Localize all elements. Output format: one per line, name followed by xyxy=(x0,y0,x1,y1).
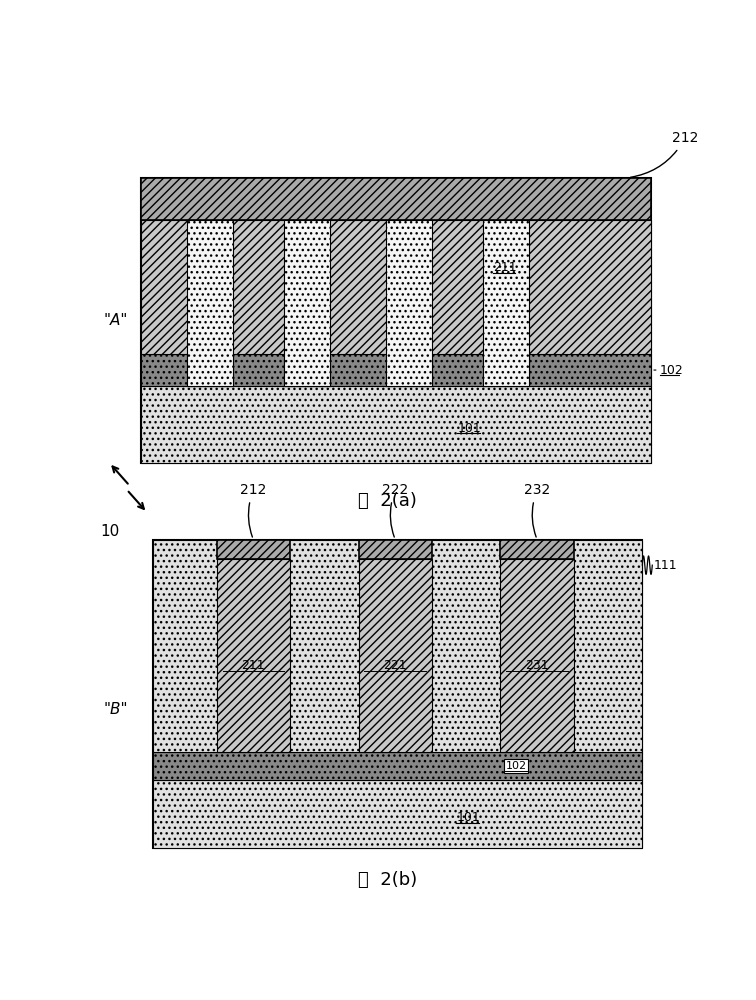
Bar xyxy=(386,220,432,386)
Bar xyxy=(483,220,528,386)
Bar xyxy=(358,559,432,752)
Text: "B": "B" xyxy=(104,702,128,717)
Bar xyxy=(187,220,233,386)
Bar xyxy=(483,354,528,386)
Text: 221: 221 xyxy=(383,659,407,672)
Text: 222: 222 xyxy=(382,483,408,537)
Text: 232: 232 xyxy=(524,483,550,537)
Text: 102: 102 xyxy=(660,364,683,377)
Text: 212: 212 xyxy=(240,483,267,537)
Bar xyxy=(141,354,651,386)
Bar xyxy=(217,540,290,559)
Bar xyxy=(141,386,651,463)
Bar xyxy=(153,780,643,848)
Bar xyxy=(284,354,330,386)
Text: "A": "A" xyxy=(104,313,128,328)
Text: 101: 101 xyxy=(457,811,480,824)
Bar xyxy=(141,178,651,463)
Bar xyxy=(500,540,574,559)
Text: 211: 211 xyxy=(242,659,265,672)
Bar xyxy=(500,559,574,752)
Bar xyxy=(153,752,643,780)
Bar xyxy=(141,178,651,220)
Text: 图  2(a): 图 2(a) xyxy=(358,492,417,510)
Text: 212: 212 xyxy=(631,131,698,177)
Bar xyxy=(153,540,643,848)
Bar xyxy=(153,540,643,752)
Text: 101: 101 xyxy=(457,422,481,435)
Text: 231: 231 xyxy=(525,659,549,672)
Bar xyxy=(187,354,233,386)
Bar xyxy=(217,559,290,752)
Text: 10: 10 xyxy=(101,524,119,539)
Text: 图  2(b): 图 2(b) xyxy=(358,871,417,889)
Bar xyxy=(284,220,330,386)
Text: 111: 111 xyxy=(654,559,677,572)
Bar xyxy=(358,540,432,559)
Text: 211: 211 xyxy=(493,261,516,274)
Bar xyxy=(386,354,432,386)
Text: 102: 102 xyxy=(505,761,526,771)
Bar xyxy=(141,220,651,354)
